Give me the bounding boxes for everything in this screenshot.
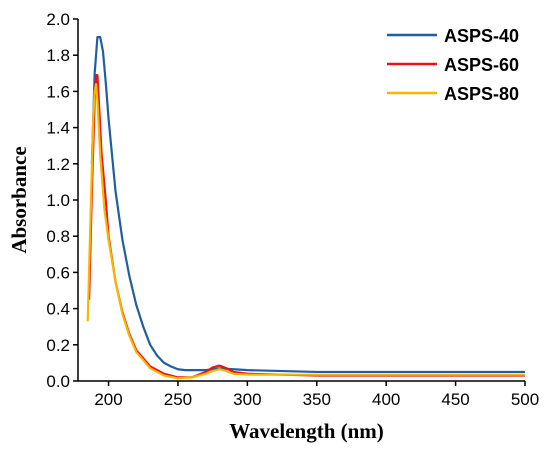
y-tick-label: 0.6 <box>46 263 70 282</box>
legend-label-asps-60: ASPS-60 <box>444 55 519 75</box>
series-line-asps-80 <box>86 83 525 380</box>
series-lines <box>86 36 525 380</box>
series-line-asps-60 <box>88 74 525 379</box>
legend-label-asps-80: ASPS-80 <box>444 84 519 104</box>
y-tick-label: 1.8 <box>46 46 70 65</box>
y-tick-label: 0.8 <box>46 227 70 246</box>
y-tick-label: 0.0 <box>46 372 70 391</box>
x-tick-label: 300 <box>233 390 261 409</box>
x-tick-label: 250 <box>164 390 192 409</box>
axes: 0.0 0.2 0.4 0.6 0.8 1.0 1.2 1.4 1.6 1.8 2.0 200 250 3… <box>46 10 539 409</box>
x-tick-label: 500 <box>511 390 539 409</box>
y-tick-label: 1.6 <box>46 82 70 101</box>
legend-label-asps-40: ASPS-40 <box>444 26 519 46</box>
x-tick-label: 200 <box>94 390 122 409</box>
series-line-asps-40 <box>90 36 525 374</box>
y-tick-label: 0.4 <box>46 300 70 319</box>
y-tick-label: 2.0 <box>46 10 70 29</box>
x-axis-title: Wavelength (nm) <box>229 419 384 443</box>
y-tick-label: 1.4 <box>46 119 70 138</box>
y-tick-label: 0.2 <box>46 336 70 355</box>
x-tick-label: 400 <box>372 390 400 409</box>
y-axis-title: Absorbance <box>7 146 31 253</box>
legend: ASPS-40 ASPS-60 ASPS-80 <box>387 26 519 104</box>
y-tick-label: 1.2 <box>46 155 70 174</box>
x-tick-label: 450 <box>441 390 469 409</box>
y-tick-label: 1.0 <box>46 191 70 210</box>
x-tick-label: 350 <box>303 390 331 409</box>
